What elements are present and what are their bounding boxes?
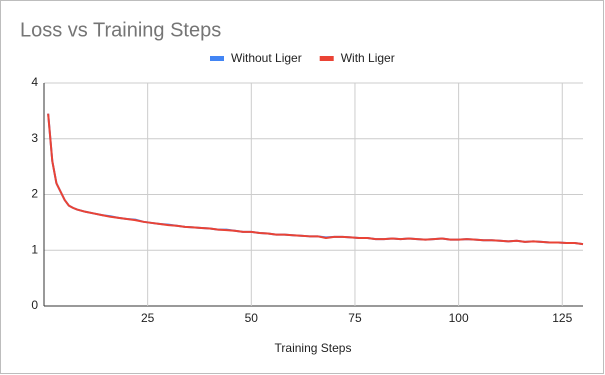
legend-label: Without Liger	[231, 51, 302, 65]
x-axis-label: Training Steps	[275, 341, 352, 355]
y-tick-label: 0	[31, 298, 38, 312]
x-tick-label: 25	[141, 311, 155, 325]
y-tick-label: 3	[31, 131, 38, 145]
chart-title: Loss vs Training Steps	[20, 19, 221, 41]
legend-swatch	[319, 56, 334, 61]
line-series	[47, 113, 584, 246]
x-tick-label: 125	[552, 311, 572, 325]
x-tick-label: 100	[449, 311, 469, 325]
legend-label: With Liger	[341, 51, 395, 65]
y-tick-label: 1	[31, 242, 38, 256]
x-tick-label: 75	[348, 311, 362, 325]
y-tick-label: 4	[31, 75, 38, 89]
y-tick-label: 2	[31, 187, 38, 201]
legend-swatch	[210, 56, 224, 61]
x-tick-label: 50	[245, 311, 259, 325]
